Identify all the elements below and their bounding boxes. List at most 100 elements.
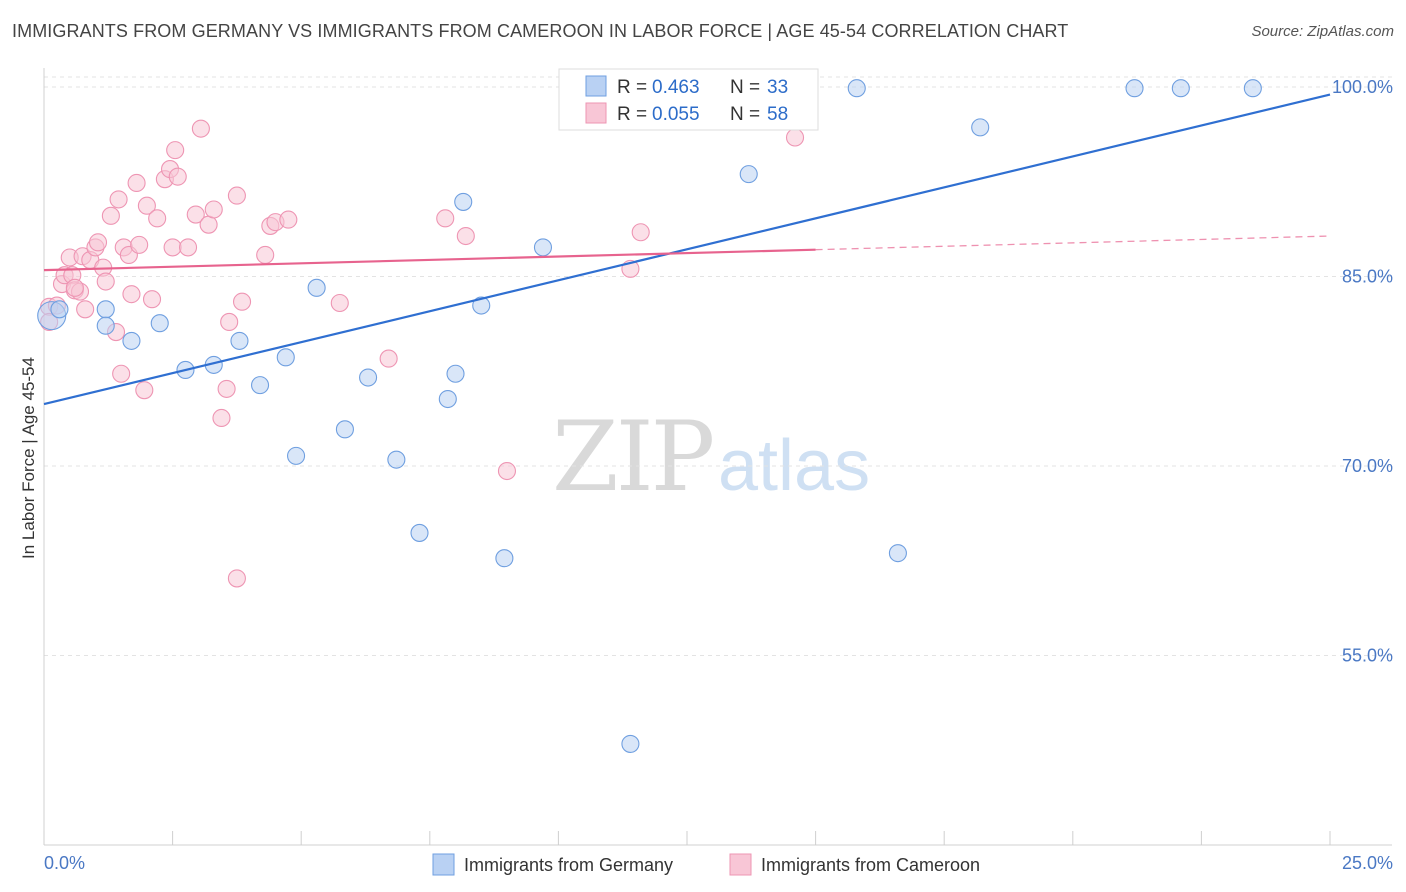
- point-cameroon: [204, 200, 223, 219]
- point-cameroon: [96, 272, 115, 291]
- point-germany: [307, 278, 326, 297]
- x-tick-labels: 0.0% 25.0%: [43, 831, 1393, 873]
- legend-n-label-cameroon: N =: [730, 104, 760, 125]
- point-cameroon: [137, 196, 156, 215]
- point-germany: [250, 376, 270, 395]
- point-cameroon: [191, 119, 210, 138]
- point-cameroon: [135, 381, 154, 400]
- point-germany: [122, 331, 141, 350]
- point-germany: [1125, 79, 1144, 98]
- point-germany: [621, 734, 640, 753]
- point-germany: [971, 118, 990, 137]
- y-tick-labels: 55.0% 70.0% 85.0% 100.0%: [1332, 77, 1393, 666]
- bottom-legend-label-cameroon: Immigrants from Cameroon: [761, 855, 980, 875]
- gridlines: [44, 76, 1392, 656]
- point-germany: [96, 300, 115, 319]
- point-germany: [1243, 79, 1262, 98]
- chart-title: IMMIGRANTS FROM GERMANY VS IMMIGRANTS FR…: [12, 21, 1069, 41]
- y-axis-label: In Labor Force | Age 45-54: [19, 357, 38, 559]
- point-germany: [454, 192, 473, 211]
- point-germany: [150, 314, 169, 333]
- trend-lines: [43, 93, 1331, 406]
- x-tick-label: 25.0%: [1342, 853, 1393, 873]
- point-cameroon: [227, 186, 246, 205]
- point-cameroon: [456, 226, 475, 246]
- series-germany: [37, 79, 1262, 753]
- trend-line-germany: [43, 93, 1331, 406]
- point-germany: [438, 389, 457, 409]
- point-germany: [446, 364, 465, 383]
- point-cameroon: [217, 379, 236, 398]
- point-cameroon: [101, 206, 120, 225]
- point-cameroon: [220, 312, 239, 331]
- point-germany: [739, 165, 758, 184]
- point-germany: [96, 316, 115, 335]
- legend-r-label-cameroon: R =: [617, 104, 647, 125]
- point-cameroon: [279, 210, 298, 229]
- point-germany: [287, 446, 306, 465]
- point-cameroon: [436, 209, 455, 228]
- axes: [43, 68, 1392, 846]
- point-cameroon: [65, 278, 84, 297]
- point-cameroon: [166, 141, 185, 160]
- point-germany: [276, 348, 295, 367]
- point-cameroon: [631, 223, 650, 242]
- point-cameroon: [232, 292, 252, 311]
- legend-n-value-germany: 33: [767, 77, 788, 98]
- point-cameroon: [142, 290, 162, 309]
- point-germany: [410, 523, 429, 542]
- y-tick-label: 70.0%: [1342, 456, 1393, 476]
- point-cameroon: [127, 173, 146, 193]
- series-cameroon: [40, 119, 805, 588]
- point-cameroon: [212, 408, 231, 428]
- legend-r-label-germany: R =: [617, 77, 647, 98]
- y-tick-label: 85.0%: [1342, 266, 1393, 286]
- x-tick-label: 0.0%: [44, 853, 85, 873]
- point-cameroon: [227, 569, 246, 588]
- point-cameroon: [130, 235, 149, 254]
- trend-line-cameroon-extension: [815, 235, 1331, 251]
- bottom-legend-label-germany: Immigrants from Germany: [464, 855, 673, 875]
- bottom-legend: Immigrants from Germany Immigrants from …: [432, 853, 980, 876]
- point-germany: [387, 450, 406, 469]
- point-cameroon: [178, 238, 198, 257]
- point-germany: [847, 79, 866, 98]
- point-cameroon: [497, 461, 517, 481]
- legend-box: R = 0.463 N = 33 R = 0.055 N = 58: [558, 68, 819, 131]
- point-cameroon: [186, 205, 205, 224]
- point-cameroon: [168, 167, 187, 186]
- point-cameroon: [330, 293, 349, 313]
- legend-r-value-germany: 0.463: [652, 77, 700, 98]
- point-cameroon: [109, 190, 128, 209]
- point-cameroon: [148, 209, 167, 228]
- point-germany: [888, 544, 907, 563]
- source-label: Source: ZipAtlas.com: [1251, 23, 1394, 40]
- legend-n-value-cameroon: 58: [767, 104, 788, 125]
- point-cameroon: [112, 364, 131, 383]
- point-cameroon: [785, 128, 805, 147]
- point-germany: [495, 549, 514, 568]
- point-cameroon: [379, 349, 398, 368]
- point-germany: [50, 300, 69, 319]
- bottom-legend-swatch-germany: [432, 853, 455, 876]
- legend-n-label-germany: N =: [730, 77, 760, 98]
- legend-swatch-germany: [585, 75, 607, 97]
- point-cameroon: [122, 285, 141, 304]
- point-germany: [472, 296, 491, 315]
- bottom-legend-swatch-cameroon: [729, 853, 752, 876]
- y-tick-label: 100.0%: [1332, 77, 1393, 97]
- point-germany: [359, 368, 378, 387]
- legend-r-value-cameroon: 0.055: [652, 104, 700, 125]
- point-germany: [230, 331, 249, 350]
- trend-line-cameroon: [43, 248, 816, 272]
- point-germany: [533, 238, 553, 257]
- point-germany: [1171, 79, 1190, 98]
- point-cameroon: [76, 300, 95, 319]
- legend-swatch-cameroon: [585, 102, 607, 124]
- point-cameroon: [163, 238, 182, 257]
- point-cameroon: [256, 245, 275, 265]
- point-germany: [335, 420, 354, 439]
- point-cameroon: [199, 215, 218, 234]
- y-tick-label: 55.0%: [1342, 645, 1393, 665]
